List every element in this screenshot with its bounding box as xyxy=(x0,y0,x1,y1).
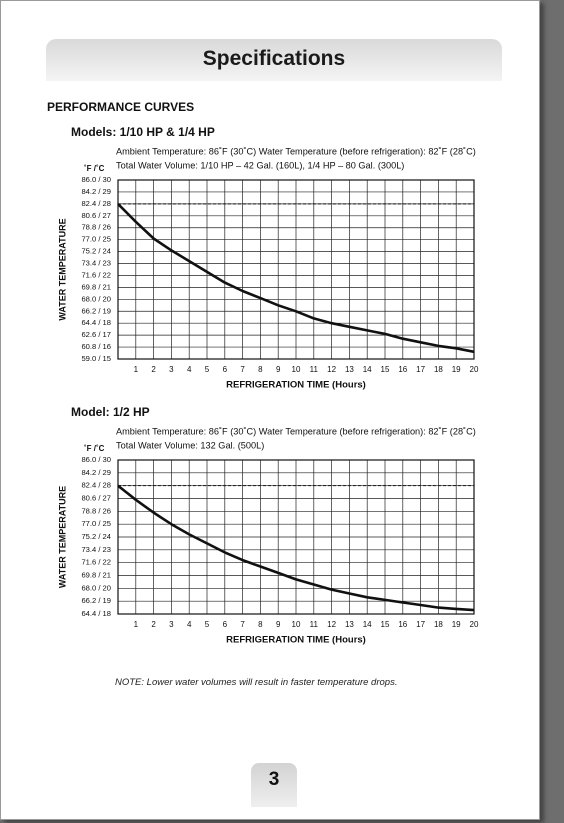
x-tick-label: 20 xyxy=(470,365,479,374)
x-tick-label: 4 xyxy=(187,620,192,629)
y-tick-label: 80.6 / 27 xyxy=(81,494,111,503)
x-tick-label: 16 xyxy=(398,620,407,629)
x-tick-label: 9 xyxy=(276,365,281,374)
y-tick-label: 60.8 / 16 xyxy=(81,342,111,351)
x-tick-label: 7 xyxy=(240,620,245,629)
x-tick-label: 3 xyxy=(169,620,174,629)
x-tick-label: 14 xyxy=(363,365,372,374)
y-tick-label: 86.0 / 30 xyxy=(81,455,111,464)
y-tick-label: 66.2 / 19 xyxy=(81,596,111,605)
chart-subtitle: Total Water Volume: 1/10 HP – 42 Gal. (1… xyxy=(116,160,404,170)
x-tick-label: 2 xyxy=(151,365,156,374)
y-tick-label: 66.2 / 19 xyxy=(81,306,111,315)
x-axis-label: REFRIGERATION TIME (Hours) xyxy=(226,380,366,391)
x-tick-label: 8 xyxy=(258,365,263,374)
x-tick-label: 18 xyxy=(434,365,443,374)
x-tick-label: 1 xyxy=(134,365,139,374)
y-tick-label: 77.0 / 25 xyxy=(81,519,111,528)
y-tick-label: 86.0 / 30 xyxy=(81,175,111,184)
plot-frame xyxy=(117,459,475,615)
x-tick-label: 8 xyxy=(258,620,263,629)
page: Specifications PERFORMANCE CURVES NOTE: … xyxy=(0,0,540,820)
header-banner xyxy=(46,39,502,81)
x-tick-label: 17 xyxy=(416,620,425,629)
y-tick-label: 71.6 / 22 xyxy=(81,270,111,279)
y-tick-label: 75.2 / 24 xyxy=(81,247,111,256)
x-tick-label: 5 xyxy=(205,620,210,629)
y-tick-label: 68.0 / 20 xyxy=(81,583,111,592)
y-tick-label: 82.4 / 28 xyxy=(81,481,111,490)
plot-frame xyxy=(117,179,475,360)
y-tick-label: 59.0 / 15 xyxy=(81,354,111,363)
y-axis-label: WATER TEMPERATURE xyxy=(57,218,67,320)
x-tick-label: 17 xyxy=(416,365,425,374)
x-tick-label: 12 xyxy=(327,365,336,374)
chart-subtitle: Ambient Temperature: 86˚F (30˚C) Water T… xyxy=(116,426,476,436)
chart-subtitle: Total Water Volume: 132 Gal. (500L) xyxy=(116,440,264,450)
y-tick-label: 82.4 / 28 xyxy=(81,199,111,208)
x-tick-label: 2 xyxy=(151,620,156,629)
temperature-curve xyxy=(117,484,475,612)
x-tick-label: 14 xyxy=(363,620,372,629)
x-tick-label: 13 xyxy=(345,620,354,629)
y-tick-label: 75.2 / 24 xyxy=(81,532,111,541)
x-tick-label: 6 xyxy=(223,365,228,374)
y-tick-label: 71.6 / 22 xyxy=(81,558,111,567)
x-tick-label: 7 xyxy=(240,365,245,374)
x-tick-label: 20 xyxy=(470,620,479,629)
x-tick-label: 12 xyxy=(327,620,336,629)
chart-title: Models: 1/10 HP & 1/4 HP xyxy=(71,125,215,139)
x-tick-label: 6 xyxy=(223,620,228,629)
y-tick-label: 68.0 / 20 xyxy=(81,294,111,303)
y-tick-label: 80.6 / 27 xyxy=(81,211,111,220)
y-tick-label: 64.4 / 18 xyxy=(81,318,111,327)
y-tick-label: 84.2 / 29 xyxy=(81,187,111,196)
x-tick-label: 19 xyxy=(452,620,461,629)
y-tick-label: 84.2 / 29 xyxy=(81,468,111,477)
x-tick-label: 15 xyxy=(381,365,390,374)
y-axis-label: WATER TEMPERATURE xyxy=(57,486,67,588)
y-tick-label: 62.6 / 17 xyxy=(81,330,111,339)
x-tick-label: 11 xyxy=(310,620,319,629)
y-unit-label: ˚F /˚C xyxy=(84,164,105,173)
page-number-box xyxy=(251,763,297,807)
x-tick-label: 5 xyxy=(205,365,210,374)
page-title: Specifications xyxy=(202,47,346,70)
x-axis-label: REFRIGERATION TIME (Hours) xyxy=(226,635,366,646)
chart-title: Model: 1/2 HP xyxy=(71,405,150,419)
x-tick-label: 18 xyxy=(434,620,443,629)
x-tick-label: 9 xyxy=(276,620,281,629)
x-tick-label: 4 xyxy=(187,365,192,374)
y-tick-label: 64.4 / 18 xyxy=(81,609,111,618)
x-tick-label: 10 xyxy=(292,620,301,629)
y-tick-label: 73.4 / 23 xyxy=(81,545,111,554)
x-tick-label: 13 xyxy=(345,365,354,374)
y-tick-label: 69.8 / 21 xyxy=(81,282,111,291)
x-tick-label: 3 xyxy=(169,365,174,374)
y-unit-label: ˚F /˚C xyxy=(84,444,105,453)
x-tick-label: 1 xyxy=(134,620,139,629)
temperature-curve xyxy=(117,202,475,354)
note: NOTE: Lower water volumes will result in… xyxy=(115,677,398,688)
page-number: 3 xyxy=(268,769,280,790)
y-tick-label: 78.8 / 26 xyxy=(81,506,111,515)
x-tick-label: 19 xyxy=(452,365,461,374)
section-heading: PERFORMANCE CURVES xyxy=(47,100,195,114)
y-tick-label: 69.8 / 21 xyxy=(81,571,111,580)
x-tick-label: 10 xyxy=(292,365,301,374)
y-tick-label: 77.0 / 25 xyxy=(81,235,111,244)
x-tick-label: 15 xyxy=(381,620,390,629)
charts: Models: 1/10 HP & 1/4 HP Ambient Temperat… xyxy=(57,125,479,646)
x-tick-label: 16 xyxy=(398,365,407,374)
y-tick-label: 73.4 / 23 xyxy=(81,259,111,268)
chart-subtitle: Ambient Temperature: 86˚F (30˚C) Water T… xyxy=(116,146,476,156)
y-tick-label: 78.8 / 26 xyxy=(81,223,111,232)
x-tick-label: 11 xyxy=(310,365,319,374)
